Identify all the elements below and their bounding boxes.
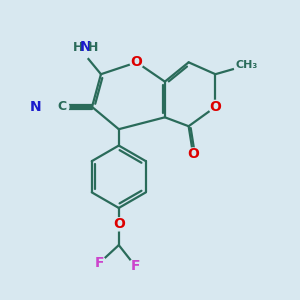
Circle shape — [234, 53, 259, 78]
Text: H: H — [73, 41, 83, 54]
Circle shape — [29, 100, 42, 113]
Circle shape — [129, 260, 142, 272]
Text: N: N — [30, 100, 41, 114]
Text: O: O — [113, 217, 125, 231]
Circle shape — [56, 100, 69, 113]
Text: CH₃: CH₃ — [236, 60, 258, 70]
Text: N: N — [80, 40, 91, 54]
Text: O: O — [209, 100, 221, 114]
Text: O: O — [131, 55, 142, 69]
Text: H: H — [88, 41, 98, 54]
Circle shape — [209, 100, 222, 113]
Circle shape — [93, 256, 106, 269]
Circle shape — [130, 56, 143, 69]
Text: C: C — [58, 100, 67, 113]
Circle shape — [112, 218, 125, 231]
Text: O: O — [187, 148, 199, 161]
Text: F: F — [130, 259, 140, 273]
Text: F: F — [95, 256, 104, 270]
Circle shape — [69, 38, 92, 60]
Circle shape — [187, 148, 200, 161]
